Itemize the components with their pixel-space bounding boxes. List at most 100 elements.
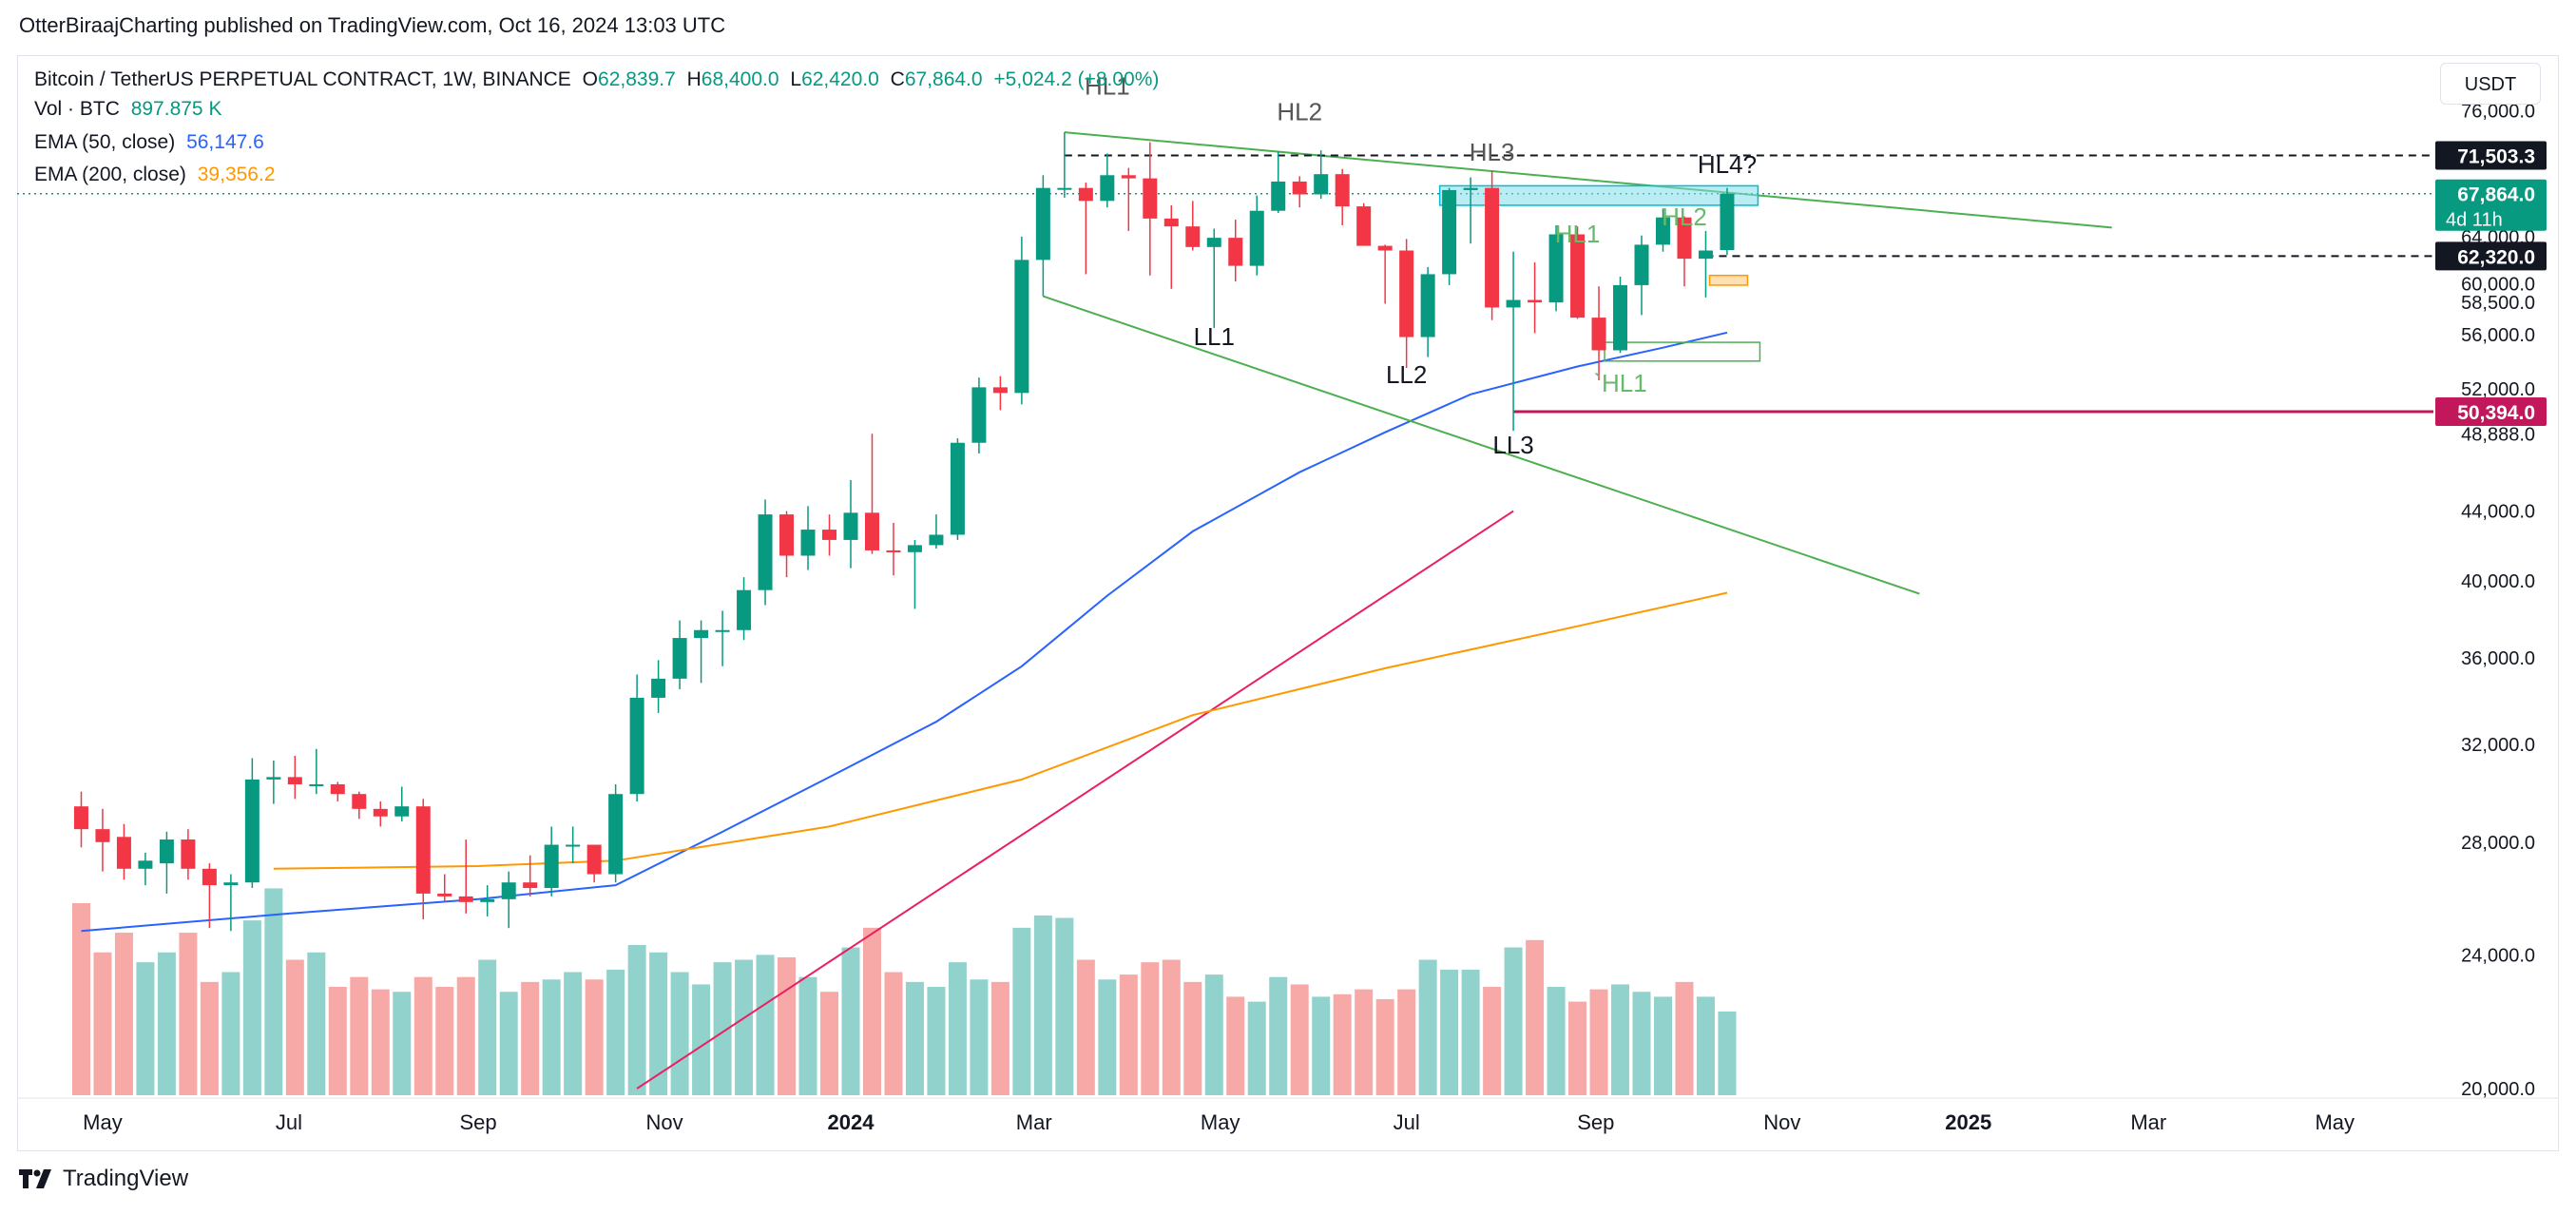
cyan-zone[interactable] xyxy=(1438,184,1759,206)
candle-body[interactable] xyxy=(138,860,153,869)
candle-body[interactable] xyxy=(73,806,88,830)
green-zone[interactable] xyxy=(1604,341,1761,362)
candle-body[interactable] xyxy=(864,512,879,550)
candle-body[interactable] xyxy=(1206,238,1221,247)
candle-body[interactable] xyxy=(458,896,473,902)
candle-body[interactable] xyxy=(159,839,174,864)
legend-ema50-row[interactable]: EMA (50, close) 56,147.6 xyxy=(34,131,270,154)
candle-body[interactable] xyxy=(779,514,795,556)
candle-body[interactable] xyxy=(886,550,901,552)
candle-body[interactable] xyxy=(1634,244,1649,285)
candle-body[interactable] xyxy=(651,678,666,698)
annotation-label[interactable]: HL1 xyxy=(1085,71,1130,100)
candle-body[interactable] xyxy=(309,783,324,786)
candle-body[interactable] xyxy=(992,387,1008,394)
candle-body[interactable] xyxy=(1143,178,1158,219)
candle-body[interactable] xyxy=(116,837,131,869)
candle-body[interactable] xyxy=(437,893,452,897)
candle-body[interactable] xyxy=(202,868,217,886)
candle-body[interactable] xyxy=(672,638,687,679)
candle-body[interactable] xyxy=(480,898,495,902)
candle-body[interactable] xyxy=(1442,189,1457,275)
candle-body[interactable] xyxy=(566,844,581,847)
candle-body[interactable] xyxy=(1463,187,1478,190)
candle-body[interactable] xyxy=(1292,181,1307,195)
candle-body[interactable] xyxy=(287,777,302,784)
candle-body[interactable] xyxy=(1249,210,1264,266)
candle-body[interactable] xyxy=(244,779,260,883)
candle-body[interactable] xyxy=(608,794,624,875)
candle-body[interactable] xyxy=(1271,181,1286,211)
candle-body[interactable] xyxy=(629,697,644,795)
candle-body[interactable] xyxy=(1314,174,1329,195)
candle-body[interactable] xyxy=(373,808,388,817)
orange-zone[interactable] xyxy=(1708,274,1749,286)
annotation-label[interactable]: `HL1 xyxy=(1593,369,1646,397)
candle-body[interactable] xyxy=(95,829,110,842)
candle-body[interactable] xyxy=(523,882,538,889)
upper-trendline[interactable] xyxy=(1064,131,2112,229)
candle-body[interactable] xyxy=(1720,193,1735,251)
candle-body[interactable] xyxy=(1698,250,1713,260)
candle-body[interactable] xyxy=(1570,234,1586,318)
candle-body[interactable] xyxy=(1228,238,1243,266)
candle-body[interactable] xyxy=(181,839,196,869)
candle-body[interactable] xyxy=(1185,226,1201,247)
annotation-label[interactable]: LL2 xyxy=(1386,360,1427,389)
legend-volume-row[interactable]: Vol · BTC 897.875 K xyxy=(34,98,227,121)
candle-body[interactable] xyxy=(330,783,345,795)
candle-body[interactable] xyxy=(223,882,239,886)
candle-body[interactable] xyxy=(415,806,431,894)
candle-body[interactable] xyxy=(1420,274,1435,338)
candle-body[interactable] xyxy=(1163,218,1179,227)
candle-body[interactable] xyxy=(800,530,816,556)
annotation-label[interactable]: LL1 xyxy=(1194,322,1235,351)
candle-body[interactable] xyxy=(1100,175,1115,202)
candle-body[interactable] xyxy=(1057,187,1072,190)
legend-symbol[interactable]: Bitcoin / TetherUS PERPETUAL CONTRACT, 1… xyxy=(34,68,571,90)
lower-trendline[interactable] xyxy=(1043,295,1920,595)
candle-body[interactable] xyxy=(1121,175,1136,179)
candle-body[interactable] xyxy=(394,806,410,817)
candle-body[interactable] xyxy=(586,844,602,875)
candle-body[interactable] xyxy=(843,512,858,540)
candle-body[interactable] xyxy=(694,629,709,639)
candle-body[interactable] xyxy=(1078,187,1093,202)
candle-body[interactable] xyxy=(1506,299,1521,308)
annotation-label[interactable]: HL1 xyxy=(1555,220,1601,248)
candle-body[interactable] xyxy=(907,545,922,552)
annotation-label[interactable]: HL2 xyxy=(1662,202,1707,231)
candle-body[interactable] xyxy=(1035,187,1050,260)
candle-body[interactable] xyxy=(1377,245,1393,251)
currency-button[interactable]: USDT xyxy=(2440,63,2541,105)
candle-body[interactable] xyxy=(929,534,944,546)
candle-body[interactable] xyxy=(971,387,987,443)
candle-body[interactable] xyxy=(544,844,559,889)
red-trendline[interactable] xyxy=(636,510,1514,1090)
candle-body[interactable] xyxy=(737,589,752,630)
legend-ema200-row[interactable]: EMA (200, close) 39,356.2 xyxy=(34,164,281,186)
candle-body[interactable] xyxy=(950,442,965,535)
candle-body[interactable] xyxy=(1548,234,1564,303)
candle-body[interactable] xyxy=(758,514,773,590)
ema200-line[interactable] xyxy=(273,591,1728,870)
annotation-label[interactable]: HL3 xyxy=(1470,138,1515,166)
candle-body[interactable] xyxy=(352,794,367,809)
candle-body[interactable] xyxy=(1655,217,1670,245)
candle-body[interactable] xyxy=(1356,206,1372,246)
candle-body[interactable] xyxy=(501,882,516,899)
candle-body[interactable] xyxy=(1528,299,1543,303)
annotation-label[interactable]: HL4? xyxy=(1698,150,1757,179)
ema50-line[interactable] xyxy=(81,331,1728,933)
candle-body[interactable] xyxy=(1613,284,1628,351)
candle-body[interactable] xyxy=(1399,250,1414,338)
candle-body[interactable] xyxy=(1485,187,1500,308)
annotation-label[interactable]: HL2 xyxy=(1277,98,1322,126)
candle-body[interactable] xyxy=(715,629,730,632)
candle-body[interactable] xyxy=(822,530,837,540)
candle-body[interactable] xyxy=(266,777,281,780)
tradingview-logo[interactable]: TradingView xyxy=(19,1166,188,1192)
candle-body[interactable] xyxy=(1677,217,1692,260)
candle-body[interactable] xyxy=(1591,318,1606,351)
